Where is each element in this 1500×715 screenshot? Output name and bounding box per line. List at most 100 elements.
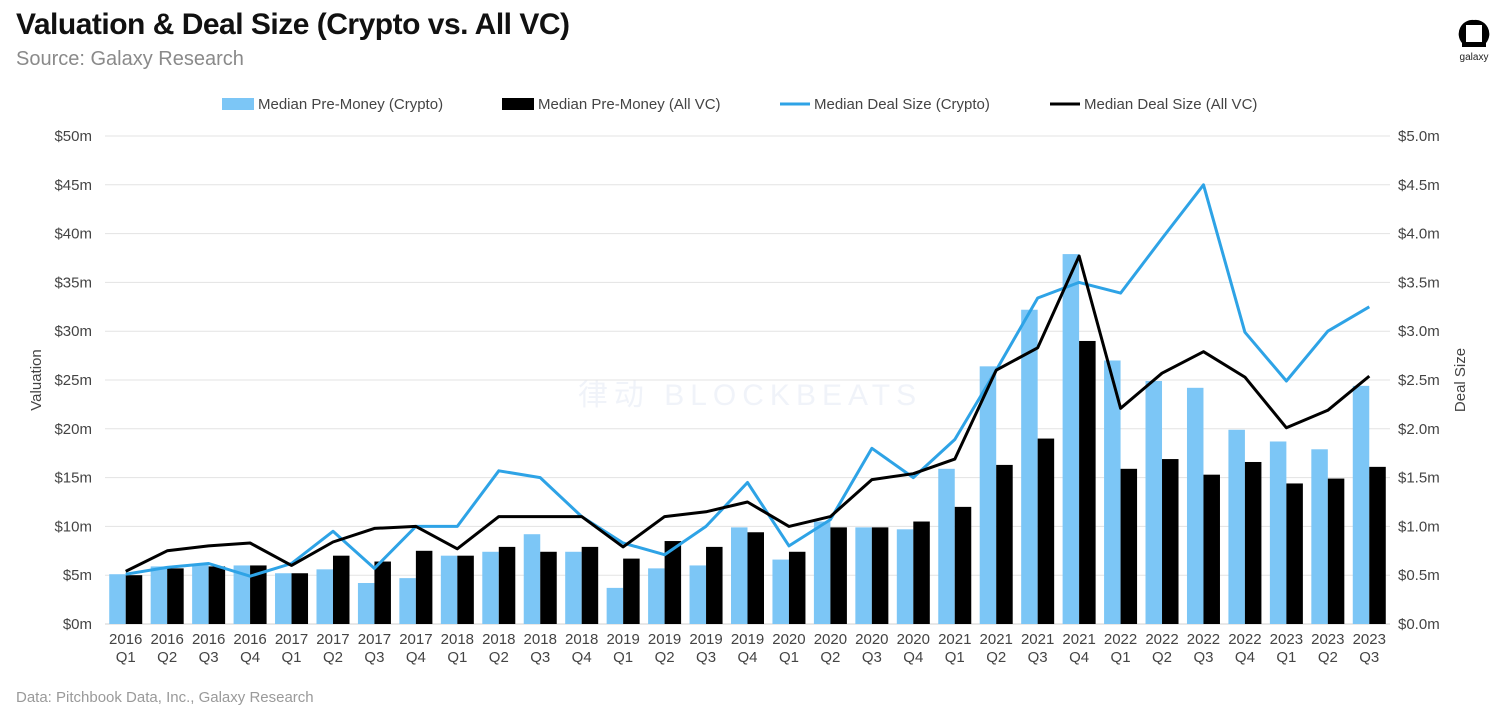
bar-allvc-premoney (457, 555, 474, 624)
x-tick-quarter: Q3 (696, 649, 716, 666)
chart-subtitle: Source: Galaxy Research (16, 48, 244, 70)
bar-crypto-premoney (1352, 385, 1370, 624)
x-tick-year: 2019 (689, 631, 722, 648)
x-tick-quarter: Q2 (655, 649, 675, 666)
bar-allvc-premoney (871, 527, 889, 624)
x-tick-year: 2020 (897, 631, 930, 648)
x-tick-quarter: Q3 (364, 649, 384, 666)
bar-crypto-premoney (813, 521, 831, 624)
bar-allvc-premoney (374, 561, 391, 624)
x-tick-quarter: Q1 (1111, 649, 1131, 666)
x-tick-quarter: Q2 (157, 649, 177, 666)
bar-crypto-premoney (1228, 429, 1245, 624)
x-tick-quarter: Q3 (530, 649, 550, 666)
chart-footer-source: Data: Pitchbook Data, Inc., Galaxy Resea… (16, 689, 314, 706)
bar-allvc-premoney (788, 551, 806, 624)
x-tick-quarter: Q1 (1276, 649, 1296, 666)
bar-crypto-premoney (1062, 254, 1080, 624)
y-tick-label: $15m (54, 470, 92, 487)
bar-crypto-premoney (1186, 387, 1204, 624)
x-tick-year: 2022 (1187, 631, 1220, 648)
bar-allvc-premoney (415, 550, 433, 624)
x-tick-year: 2018 (524, 631, 557, 648)
bar-crypto-premoney (399, 578, 416, 624)
y2-tick-label: $2.5m (1398, 372, 1440, 389)
bar-allvc-premoney (250, 565, 267, 624)
x-tick-year: 2021 (980, 631, 1013, 648)
y-tick-label: $25m (54, 372, 92, 389)
bar-allvc-premoney (1327, 478, 1345, 624)
y2-tick-label: $2.0m (1398, 421, 1440, 438)
x-tick-year: 2023 (1270, 631, 1303, 648)
x-tick-year: 2023 (1311, 631, 1344, 648)
y2-tick-label: $4.0m (1398, 226, 1440, 243)
bar-allvc-premoney (664, 541, 682, 624)
x-tick-year: 2019 (731, 631, 764, 648)
y2-tick-label: $1.0m (1398, 518, 1440, 535)
bar-crypto-premoney (109, 574, 126, 624)
x-tick-year: 2016 (109, 631, 142, 648)
bar-crypto-premoney (1269, 441, 1287, 624)
y-tick-label: $50m (54, 128, 92, 145)
x-tick-quarter: Q4 (1235, 649, 1255, 666)
bar-crypto-premoney (233, 565, 251, 624)
x-tick-quarter: Q1 (447, 649, 467, 666)
logo-text: galaxy (1459, 52, 1489, 63)
x-tick-quarter: Q2 (489, 649, 509, 666)
bar-crypto-premoney (1311, 449, 1328, 624)
bar-crypto-premoney (731, 527, 748, 624)
x-tick-quarter: Q3 (1193, 649, 1213, 666)
legend-label: Median Pre-Money (All VC) (538, 96, 721, 113)
x-tick-year: 2017 (399, 631, 432, 648)
x-tick-quarter: Q2 (820, 649, 840, 666)
bar-allvc-premoney (1037, 438, 1055, 624)
x-tick-quarter: Q2 (323, 649, 343, 666)
bar-allvc-premoney (1079, 340, 1096, 624)
y-tick-label: $40m (54, 226, 92, 243)
bar-allvc-premoney (830, 527, 847, 624)
bar-crypto-premoney (357, 583, 375, 624)
chart-title: Valuation & Deal Size (Crypto vs. All VC… (16, 8, 570, 41)
bar-allvc-premoney (1244, 461, 1262, 624)
bar-crypto-premoney (979, 366, 997, 624)
x-tick-year: 2020 (855, 631, 888, 648)
legend-label: Median Deal Size (All VC) (1084, 96, 1257, 113)
bar-crypto-premoney (150, 566, 168, 624)
bar-allvc-premoney (1286, 483, 1303, 624)
x-tick-year: 2018 (482, 631, 515, 648)
y2-tick-label: $5.0m (1398, 128, 1440, 145)
bar-allvc-premoney (208, 566, 226, 624)
bar-crypto-premoney (1145, 380, 1163, 624)
x-tick-quarter: Q4 (240, 649, 260, 666)
x-tick-year: 2021 (1021, 631, 1054, 648)
bar-crypto-premoney (855, 527, 872, 624)
bar-allvc-premoney (913, 521, 930, 624)
x-tick-year: 2016 (192, 631, 225, 648)
x-tick-year: 2021 (1062, 631, 1095, 648)
galaxy-logo-icon (1458, 19, 1490, 47)
x-tick-quarter: Q4 (903, 649, 923, 666)
y2-tick-label: $3.5m (1398, 274, 1440, 291)
bar-crypto-premoney (772, 559, 789, 624)
bar-allvc-premoney (623, 558, 640, 624)
x-tick-quarter: Q2 (1318, 649, 1338, 666)
line-allvc-dealsize (125, 254, 1371, 573)
legend-swatch (222, 98, 254, 110)
legend-label: Median Deal Size (Crypto) (814, 96, 990, 113)
bar-allvc-premoney (291, 573, 309, 624)
x-tick-year: 2017 (316, 631, 349, 648)
bar-crypto-premoney (275, 573, 292, 624)
y-tick-label: $45m (54, 177, 92, 194)
x-tick-year: 2022 (1145, 631, 1178, 648)
bar-allvc-premoney (125, 575, 143, 624)
galaxy-logo: galaxy (1457, 18, 1491, 63)
y-tick-label: $20m (54, 421, 92, 438)
x-tick-quarter: Q4 (737, 649, 757, 666)
x-tick-quarter: Q1 (779, 649, 799, 666)
bar-crypto-premoney (938, 468, 955, 624)
x-tick-quarter: Q1 (116, 649, 136, 666)
bar-allvc-premoney (1120, 468, 1138, 624)
bar-allvc-premoney (1162, 459, 1179, 624)
bar-allvc-premoney (540, 551, 557, 624)
